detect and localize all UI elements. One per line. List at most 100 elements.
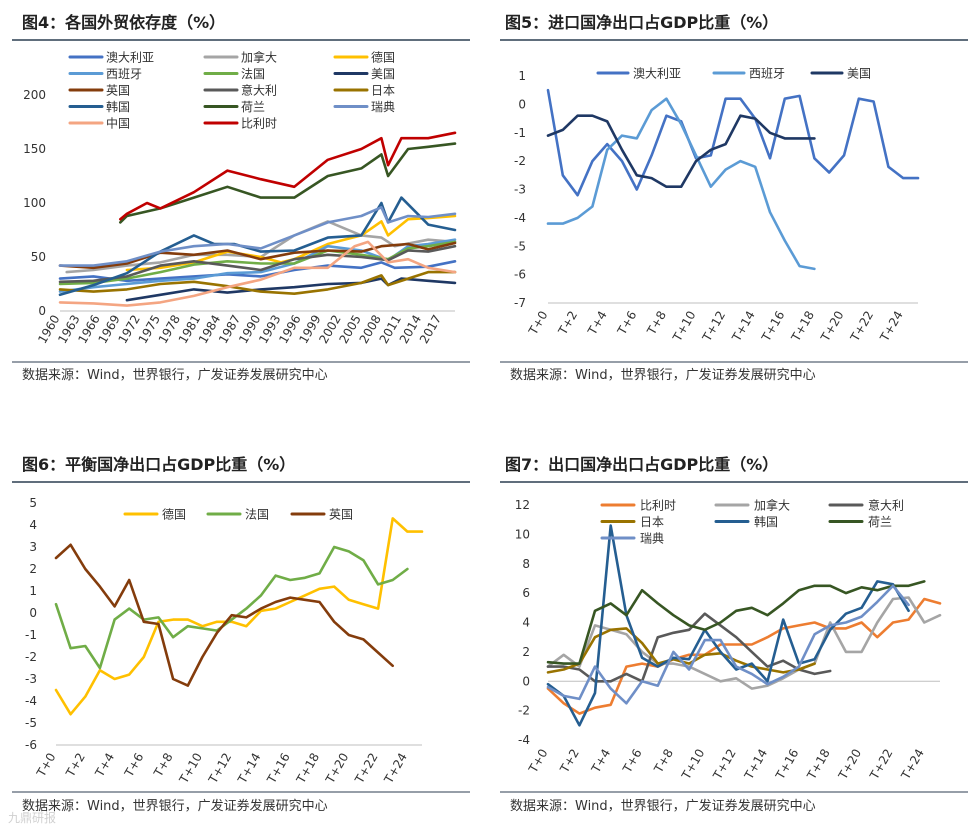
fig4-legend-label: 意大利 — [241, 83, 277, 98]
fig5-xtick-label: T+22 — [847, 309, 876, 345]
fig4-ytick-label: 200 — [23, 88, 46, 102]
fig4-legend-label: 瑞典 — [371, 100, 395, 114]
fig5-xtick-label: T+4 — [585, 309, 610, 339]
fig6-xtick-label: T+16 — [264, 751, 293, 787]
fig5-ytick-label: -5 — [514, 239, 526, 253]
fig6-xtick-label: T+20 — [322, 751, 351, 787]
fig7-series-line — [546, 584, 910, 705]
fig7-source: 数据来源：Wind，世界银行，广发证券发展研究中心 — [510, 798, 816, 814]
fig4-legend-label: 西班牙 — [106, 67, 142, 81]
panel-fig4: 图4：各国外贸依存度（%） 05010015020019601963196619… — [12, 13, 470, 383]
fig6-ytick-label: -5 — [25, 716, 37, 730]
fig6-series-line — [54, 543, 395, 687]
fig7-xtick-label: T+2 — [557, 747, 582, 777]
fig5-xtick-label: T+20 — [818, 309, 847, 345]
fig4-series-line — [58, 270, 457, 296]
fig4-series-line — [119, 131, 457, 221]
fig4-legend-label: 比利时 — [241, 117, 277, 131]
fig4-series-line — [119, 142, 457, 224]
fig7-xtick-label: T+24 — [898, 747, 927, 783]
fig7-series-line — [546, 524, 910, 727]
fig7-legend-label: 瑞典 — [640, 532, 664, 546]
fig4-legend-label: 加拿大 — [241, 50, 277, 65]
fig7-xtick-label: T+10 — [678, 747, 707, 783]
fig5-xtick-label: T+6 — [614, 309, 639, 339]
fig7-legend-label: 加拿大 — [754, 498, 790, 513]
watermark: 九鼎研报 — [8, 810, 56, 825]
fig7-ytick-label: -4 — [518, 733, 530, 747]
fig4-plot: 0501001502001960196319661969197219751978… — [23, 50, 457, 346]
fig4-legend-label: 德国 — [371, 50, 395, 65]
fig7-xtick-label: T+16 — [773, 747, 802, 783]
fig4-legend-label: 中国 — [106, 116, 130, 131]
fig6-legend-label: 德国 — [162, 507, 186, 522]
fig5-xtick-label: T+18 — [788, 309, 817, 345]
fig6-xtick-label: T+18 — [293, 751, 322, 787]
fig7-ytick-label: 6 — [522, 586, 530, 600]
fig5-legend-label: 美国 — [847, 67, 871, 81]
fig6-series-line — [54, 517, 424, 716]
fig5-legend-label: 西班牙 — [749, 67, 785, 81]
fig6-xtick-label: T+0 — [33, 751, 58, 781]
fig6-xtick-label: T+14 — [235, 751, 264, 787]
fig6-xtick-label: T+4 — [92, 751, 117, 781]
fig6-ytick-label: 2 — [29, 562, 37, 576]
fig6-ytick-label: -4 — [25, 694, 37, 708]
fig4-legend-label: 美国 — [371, 67, 395, 81]
panel-fig6: 图6：平衡国净出口占GDP比重（%） 5 4 3 2 1 0 -1 -2 -3 -4 -5 -6T+0… — [12, 455, 470, 814]
fig7-series-line — [546, 580, 926, 665]
fig7-xtick-label: T+18 — [804, 747, 833, 783]
panel-fig5: 图5：进口国净出口占GDP比重（%） 10-1-2-3-4-5-6-7T+0 T+… — [500, 13, 968, 383]
fig4-legend-label: 澳大利亚 — [106, 51, 154, 65]
fig6-xtick-label: T+6 — [121, 751, 146, 781]
fig6-ytick-label: -6 — [25, 738, 37, 752]
fig4-ytick-label: 0 — [38, 304, 46, 318]
fig7-xtick-label: T+0 — [525, 747, 550, 777]
fig5-ytick-label: 0 — [518, 97, 526, 111]
fig4-series-line — [58, 206, 457, 267]
fig4-legend-label: 日本 — [371, 84, 395, 98]
fig4-ytick-label: 100 — [23, 196, 46, 210]
fig6-ytick-label: -1 — [25, 628, 37, 642]
fig7-ytick-label: 12 — [515, 498, 530, 512]
fig7-xtick-label: T+8 — [651, 747, 676, 777]
fig5-xtick-label: T+10 — [670, 309, 699, 345]
fig5-series-line — [546, 114, 816, 188]
fig5-xtick-label: T+14 — [729, 309, 758, 345]
fig7-ytick-label: 10 — [515, 527, 530, 541]
fig7-title: 图7：出口国净出口占GDP比重（%） — [505, 455, 778, 474]
fig7-ytick-label: 0 — [522, 674, 530, 688]
fig4-series-line — [58, 241, 457, 270]
fig6-ytick-label: 3 — [29, 540, 37, 554]
fig4-series-line — [58, 240, 457, 307]
fig6-ytick-label: 1 — [29, 584, 37, 598]
fig4-legend-label: 荷兰 — [241, 100, 265, 114]
fig6-series-line — [54, 545, 409, 670]
fig5-xtick-label: T+12 — [699, 309, 728, 345]
fig5-ytick-label: 1 — [518, 69, 526, 83]
fig6-ytick-label: -2 — [25, 650, 37, 664]
fig6-source: 数据来源：Wind，世界银行，广发证券发展研究中心 — [22, 798, 328, 814]
fig6-ytick-label: 5 — [29, 496, 37, 510]
fig7-xtick-label: T+20 — [835, 747, 864, 783]
fig4-series-line — [58, 196, 457, 297]
fig6-xtick-label: T+12 — [205, 751, 234, 787]
fig4-ytick-label: 150 — [23, 142, 46, 156]
fig7-ytick-label: 2 — [522, 645, 530, 659]
fig7-xtick-label: T+6 — [620, 747, 645, 777]
fig4-series-line — [58, 238, 457, 293]
fig7-xtick-label: T+4 — [588, 747, 613, 777]
fig5-xtick-label: T+24 — [877, 309, 906, 345]
fig4-xtick-label: 2017 — [417, 313, 444, 346]
fig7-xtick-label: T+12 — [710, 747, 739, 783]
fig7-legend-label: 意大利 — [868, 498, 904, 513]
fig4-legend-label: 韩国 — [106, 99, 130, 114]
fig6-legend-label: 法国 — [245, 508, 269, 522]
fig5-series-line — [546, 97, 816, 271]
fig4-title: 图4：各国外贸依存度（%） — [22, 13, 225, 32]
fig5-ytick-label: -7 — [514, 296, 526, 310]
fig6-ytick-label: 4 — [29, 518, 37, 532]
